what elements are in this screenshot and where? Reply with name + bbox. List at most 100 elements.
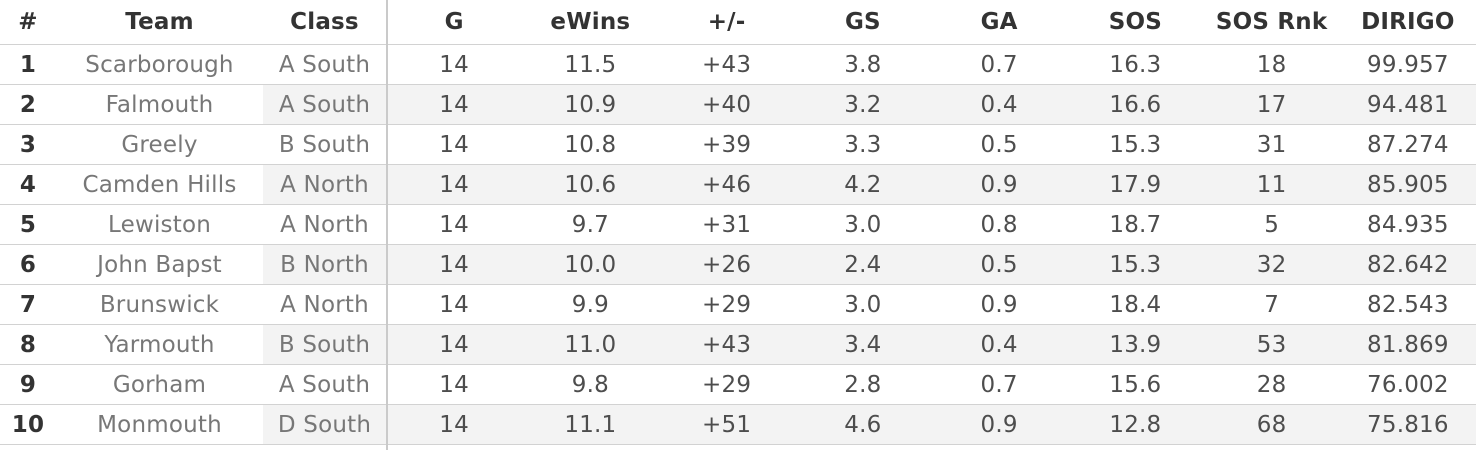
- cell-gs: 3.0: [844, 291, 882, 318]
- cell-sos-rnk: 18: [1256, 51, 1287, 78]
- table-row: 9 Gorham A South 14 9.8 +29 2.8 0.7 15.6 28 76.002: [0, 365, 1476, 405]
- cell-class: B North: [263, 245, 386, 284]
- column-header-sos-rnk[interactable]: SOS Rnk: [1215, 9, 1328, 35]
- cell-sos: 15.3: [1109, 131, 1162, 158]
- cell-sos: 18.4: [1109, 291, 1162, 318]
- cell-ewins: 9.7: [571, 211, 609, 238]
- cell-ga: 0.7: [980, 51, 1018, 78]
- cell-ewins: 10.6: [522, 165, 659, 204]
- table-row: 6 John Bapst B North 14 10.0 +26 2.4 0.5 15.3 32 8…: [0, 245, 1476, 285]
- cell-rank: 6: [19, 251, 37, 278]
- cell-rank: 9: [19, 371, 37, 398]
- cell-team: Brunswick: [99, 291, 220, 318]
- cell-ga: 0.8: [980, 211, 1018, 238]
- column-header-ewins[interactable]: eWins: [550, 9, 631, 35]
- cell-g: 14: [386, 325, 523, 364]
- cell-sos-rnk: 17: [1203, 85, 1340, 124]
- cell-rank: 7: [19, 291, 37, 318]
- cell-ga: 0.9: [980, 291, 1018, 318]
- cell-ga: 0.4: [931, 325, 1068, 364]
- cell-dirigo: 75.816: [1339, 405, 1476, 444]
- cell-plus-minus: +39: [702, 131, 752, 158]
- table-row: 10 Monmouth D South 14 11.1 +51 4.6 0.9 12.8 68 75…: [0, 405, 1476, 445]
- cell-g: 14: [439, 291, 469, 318]
- cell-sos: 18.7: [1109, 211, 1162, 238]
- cell-dirigo: 82.543: [1367, 291, 1449, 318]
- cell-plus-minus: +51: [658, 405, 795, 444]
- cell-team: Gorham: [112, 371, 207, 398]
- table-row: 3 Greely B South 14 10.8 +39 3.3 0.5 15.3 31 87.27…: [0, 125, 1476, 165]
- cell-g: 14: [386, 85, 523, 124]
- column-header-plus-minus[interactable]: +/-: [707, 9, 746, 35]
- cell-plus-minus: +40: [658, 85, 795, 124]
- table-row: 5 Lewiston A North 14 9.7 +31 3.0 0.8 18.7 5 84.93…: [0, 205, 1476, 245]
- cell-gs: 3.3: [844, 131, 882, 158]
- column-header-g[interactable]: G: [444, 9, 464, 35]
- cell-sos-rnk: 5: [1264, 211, 1280, 238]
- column-header-dirigo[interactable]: DIRIGO: [1361, 9, 1455, 35]
- column-header-sos[interactable]: SOS: [1108, 9, 1163, 35]
- cell-rank: 3: [19, 131, 37, 158]
- cell-g: 14: [386, 245, 523, 284]
- cell-g: 14: [439, 131, 469, 158]
- cell-rank: 10: [11, 411, 45, 438]
- cell-g: 14: [439, 51, 469, 78]
- cell-g: 14: [439, 371, 469, 398]
- cell-class: A North: [280, 211, 369, 238]
- cell-gs: 3.4: [794, 325, 931, 364]
- table-row: 2 Falmouth A South 14 10.9 +40 3.2 0.4 16.6 17 94.…: [0, 85, 1476, 125]
- cell-gs: 2.4: [794, 245, 931, 284]
- cell-dirigo: 76.002: [1367, 371, 1449, 398]
- cell-ewins: 11.1: [522, 405, 659, 444]
- cell-sos: 16.6: [1067, 85, 1204, 124]
- cell-plus-minus: +29: [702, 291, 752, 318]
- cell-team: Camden Hills: [82, 171, 237, 198]
- cell-team: Scarborough: [85, 51, 234, 78]
- cell-team: John Bapst: [97, 251, 222, 278]
- column-header-ga[interactable]: GA: [980, 9, 1018, 35]
- cell-class: A South: [263, 85, 386, 124]
- cell-team: Yarmouth: [104, 331, 215, 358]
- cell-ewins: 11.5: [564, 51, 617, 78]
- column-header-class[interactable]: Class: [290, 9, 359, 35]
- cell-rank: 2: [19, 91, 37, 118]
- cell-plus-minus: +29: [702, 371, 752, 398]
- cell-plus-minus: +43: [658, 325, 795, 364]
- cell-dirigo: 94.481: [1339, 85, 1476, 124]
- cell-gs: 3.2: [794, 85, 931, 124]
- cell-class: B South: [278, 131, 371, 158]
- cell-team: Monmouth: [97, 411, 222, 438]
- table-body: 1 Scarborough A South 14 11.5 +43 3.8 0.7 16.3 18…: [0, 45, 1476, 445]
- table-row: 8 Yarmouth B South 14 11.0 +43 3.4 0.4 13.9 53 81.…: [0, 325, 1476, 365]
- cell-sos: 16.3: [1109, 51, 1162, 78]
- cell-class: A South: [278, 371, 371, 398]
- cell-gs: 2.8: [844, 371, 882, 398]
- cell-sos-rnk: 11: [1203, 165, 1340, 204]
- cell-dirigo: 84.935: [1367, 211, 1449, 238]
- cell-class: A South: [278, 51, 371, 78]
- cell-ga: 0.9: [931, 165, 1068, 204]
- cell-class: A North: [263, 165, 386, 204]
- column-header-rank[interactable]: #: [18, 9, 38, 35]
- table-row: 7 Brunswick A North 14 9.9 +29 3.0 0.9 18.4 7 82.5…: [0, 285, 1476, 325]
- cell-ga: 0.5: [980, 131, 1018, 158]
- cell-sos-rnk: 31: [1256, 131, 1287, 158]
- cell-team: Lewiston: [107, 211, 211, 238]
- column-header-team[interactable]: Team: [125, 9, 194, 35]
- cell-class: D South: [263, 405, 386, 444]
- cell-ga: 0.4: [931, 85, 1068, 124]
- cell-sos-rnk: 28: [1256, 371, 1287, 398]
- column-header-gs[interactable]: GS: [844, 9, 881, 35]
- cell-ewins: 9.8: [571, 371, 609, 398]
- cell-class: A North: [280, 291, 369, 318]
- cell-sos-rnk: 53: [1203, 325, 1340, 364]
- cell-sos-rnk: 7: [1264, 291, 1280, 318]
- cell-sos: 13.9: [1067, 325, 1204, 364]
- cell-rank: 5: [19, 211, 37, 238]
- cell-ga: 0.7: [980, 371, 1018, 398]
- cell-dirigo: 81.869: [1339, 325, 1476, 364]
- cell-ewins: 11.0: [522, 325, 659, 364]
- pane-divider: [386, 0, 388, 450]
